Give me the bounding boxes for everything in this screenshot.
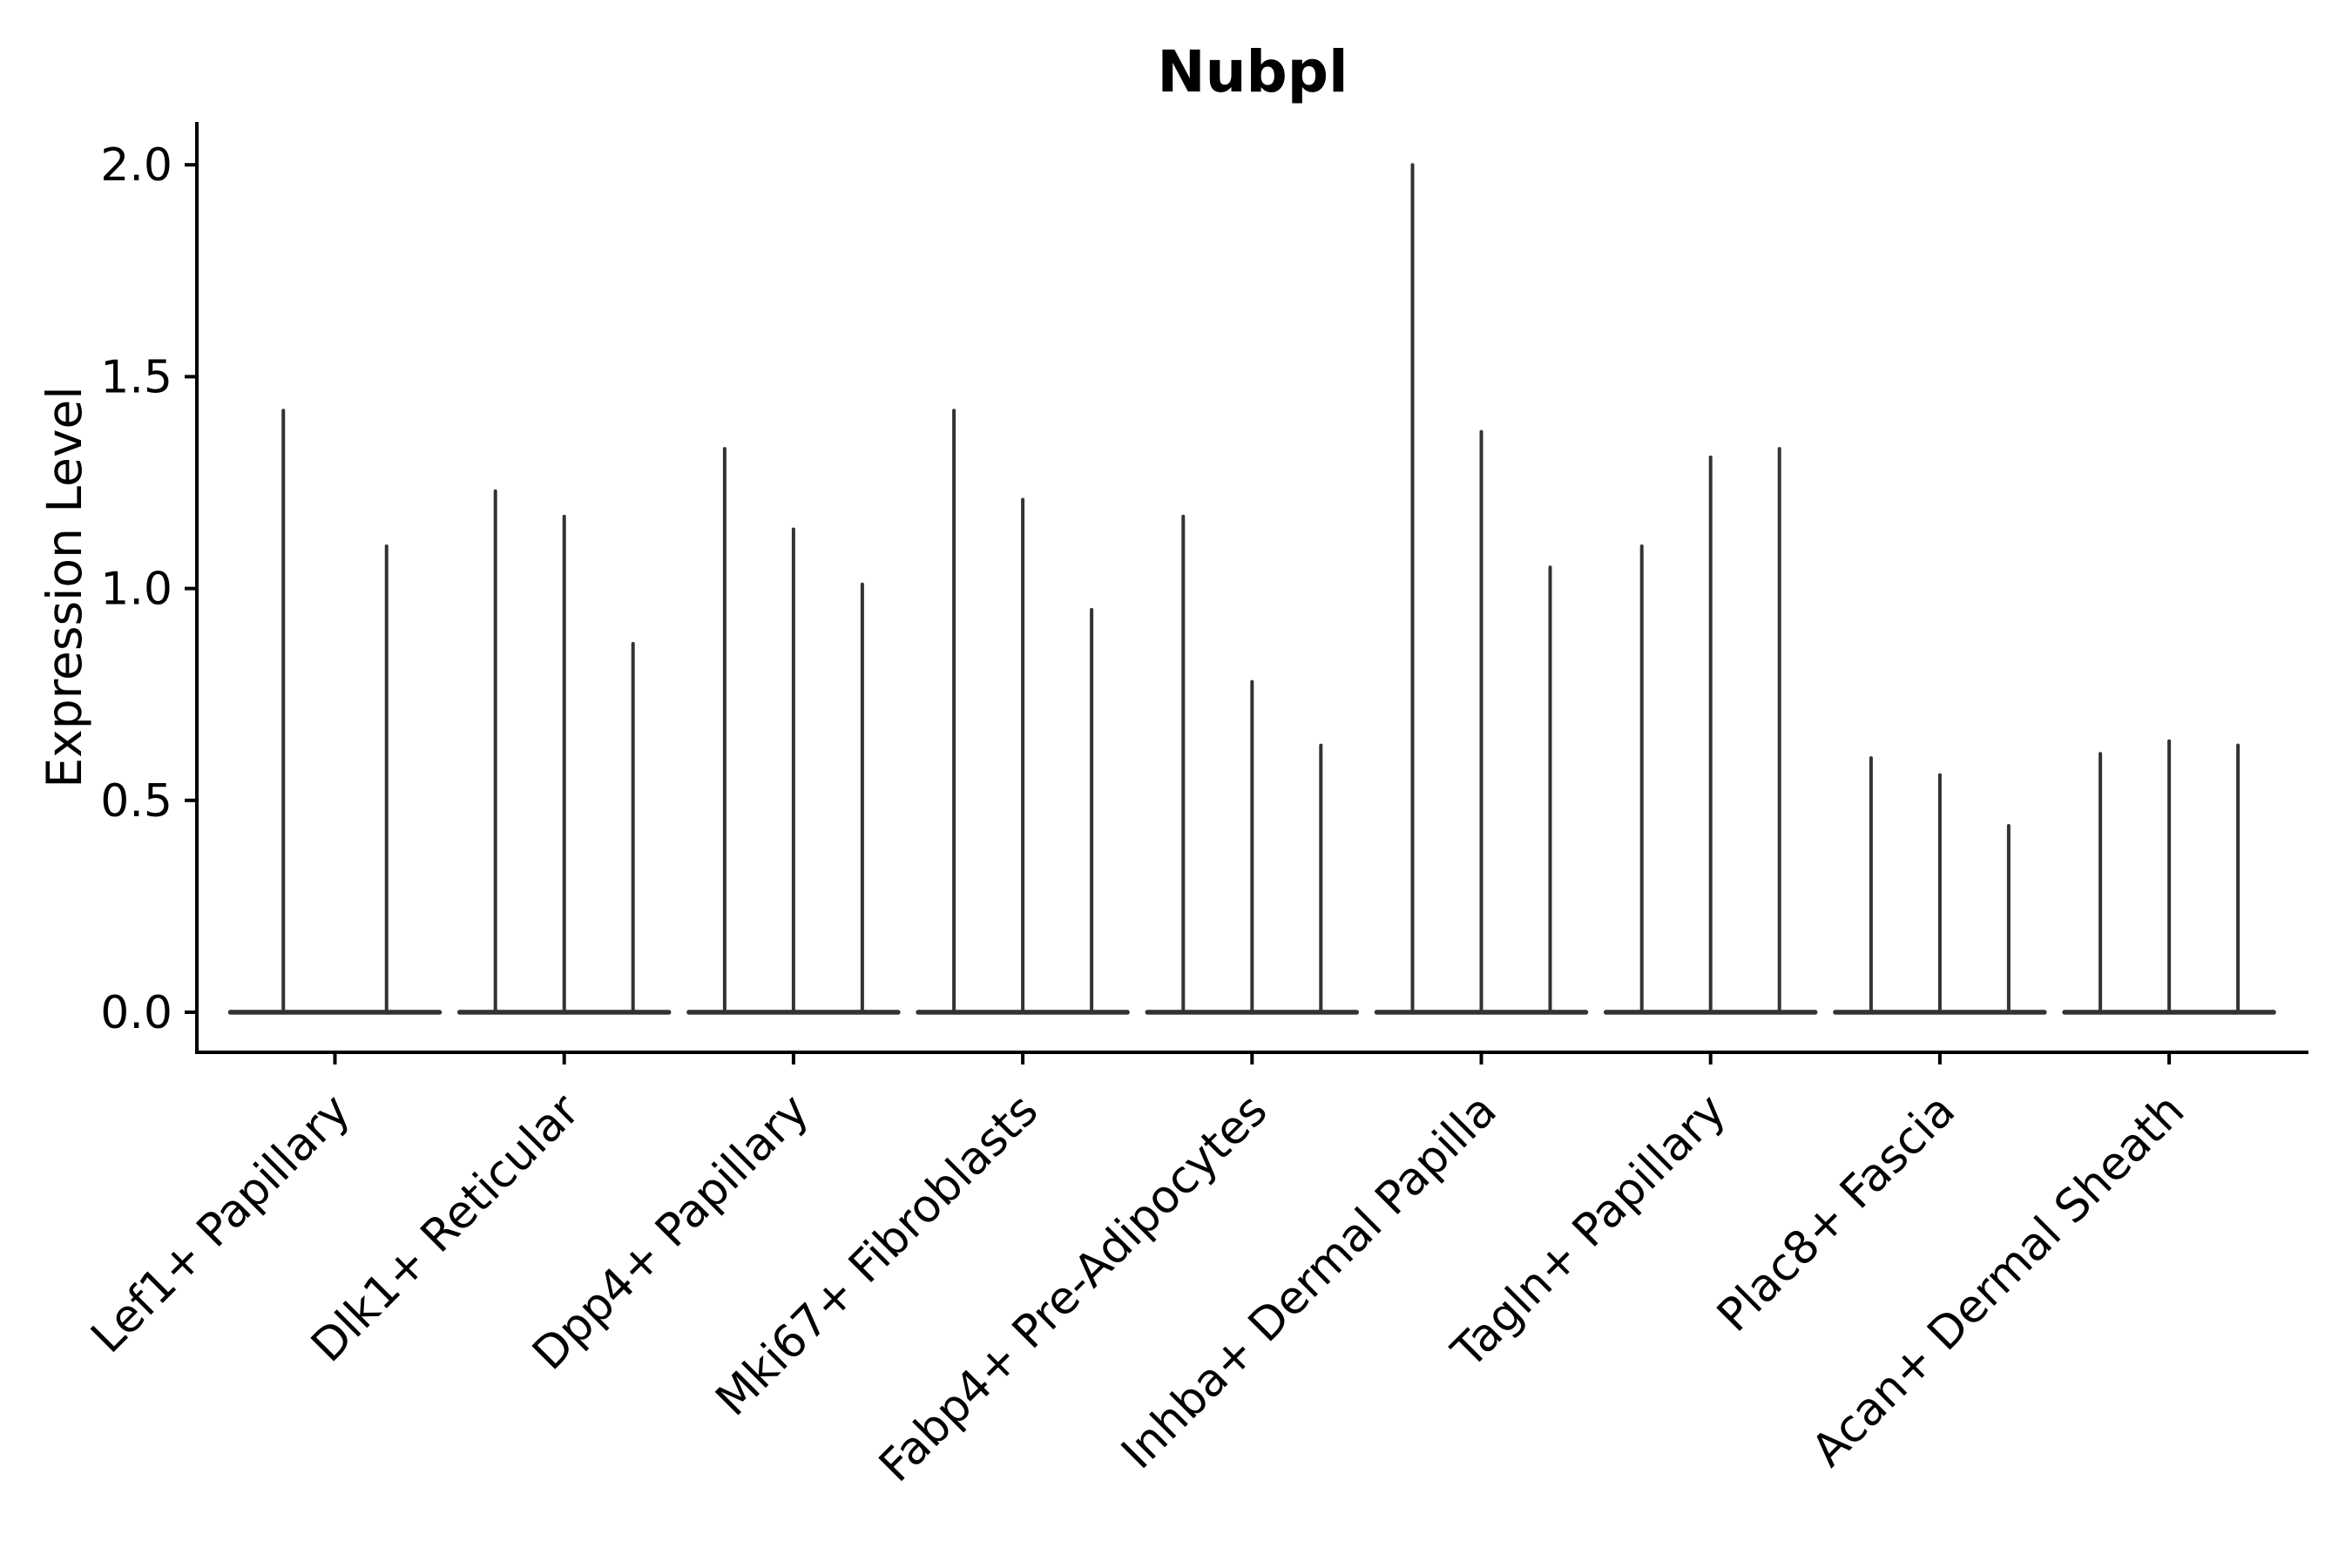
- x-tick-label: Fabp4+ Pre-Adipocytes: [869, 1085, 1277, 1492]
- y-tick-label: 0.5: [100, 775, 172, 828]
- violins: [227, 163, 2276, 1015]
- y-tick-label: 1.0: [100, 564, 172, 616]
- y-axis-label: Expression Level: [37, 386, 92, 787]
- y-tick-label: 0.0: [100, 987, 172, 1039]
- chart-title: Nubpl: [1157, 38, 1348, 105]
- y-tick-label: 2.0: [100, 139, 172, 192]
- x-tick-label: Acan+ Dermal Sheath: [1802, 1085, 2195, 1477]
- y-tick-label: 1.5: [100, 351, 172, 403]
- x-tick-label: Plac8+ Fascia: [1707, 1085, 1965, 1342]
- x-tick-label: Inhba+ Dermal Papilla: [1112, 1085, 1506, 1479]
- y-tick-labels: 0.0 0.5 1.0 1.5 2.0: [100, 139, 197, 1039]
